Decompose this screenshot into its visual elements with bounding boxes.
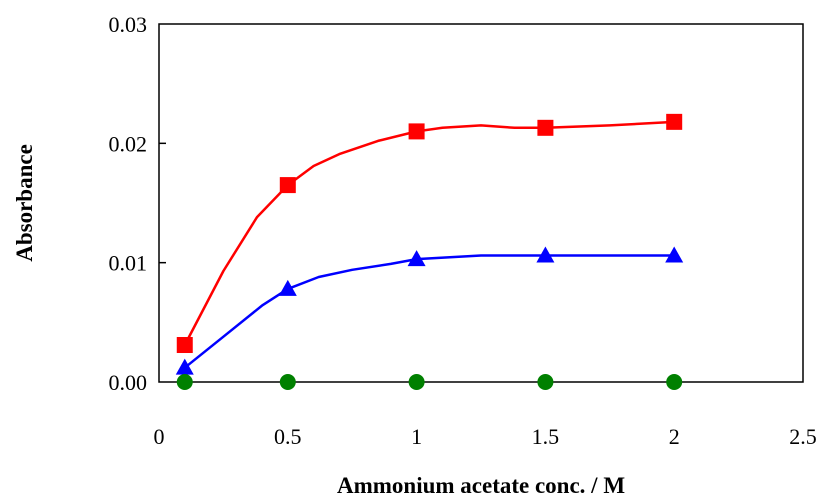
series-1-point [408, 123, 425, 140]
y-axis-title: Absorbance [12, 144, 37, 262]
series-3-point [537, 374, 554, 390]
x-tick-label: 0 [154, 424, 165, 449]
y-tick-label: 0.00 [109, 370, 148, 395]
series-1-point [279, 177, 296, 194]
series-3-point [176, 374, 193, 390]
y-axis-ticks: 0.00 0.01 0.02 0.03 [109, 12, 166, 395]
series-1-point [537, 119, 554, 136]
series-1-point [666, 113, 683, 130]
series-3-point [408, 374, 425, 390]
series-3-point [666, 374, 683, 390]
x-tick-label: 2 [669, 424, 680, 449]
series-2-point [536, 246, 555, 263]
series-3-point [279, 374, 296, 390]
y-tick-label: 0.03 [109, 12, 148, 37]
series-2-line [184, 254, 675, 369]
series-2-point [278, 279, 297, 296]
series-1-point [176, 337, 193, 354]
y-tick-label: 0.01 [109, 251, 148, 276]
x-tick-label: 1 [411, 424, 422, 449]
x-axis-ticks: 0 0.5 1 1.5 2 2.5 [154, 375, 817, 449]
series-markers [175, 113, 684, 390]
x-axis-title: Ammonium acetate conc. / M [337, 473, 625, 498]
x-tick-label: 2.5 [789, 424, 817, 449]
x-tick-label: 0.5 [274, 424, 302, 449]
y-tick-label: 0.02 [109, 131, 148, 156]
plot-area [158, 23, 804, 383]
x-tick-label: 1.5 [532, 424, 560, 449]
series-2-point [175, 358, 194, 375]
series-2-point [665, 246, 684, 263]
series-2-point [407, 250, 426, 267]
